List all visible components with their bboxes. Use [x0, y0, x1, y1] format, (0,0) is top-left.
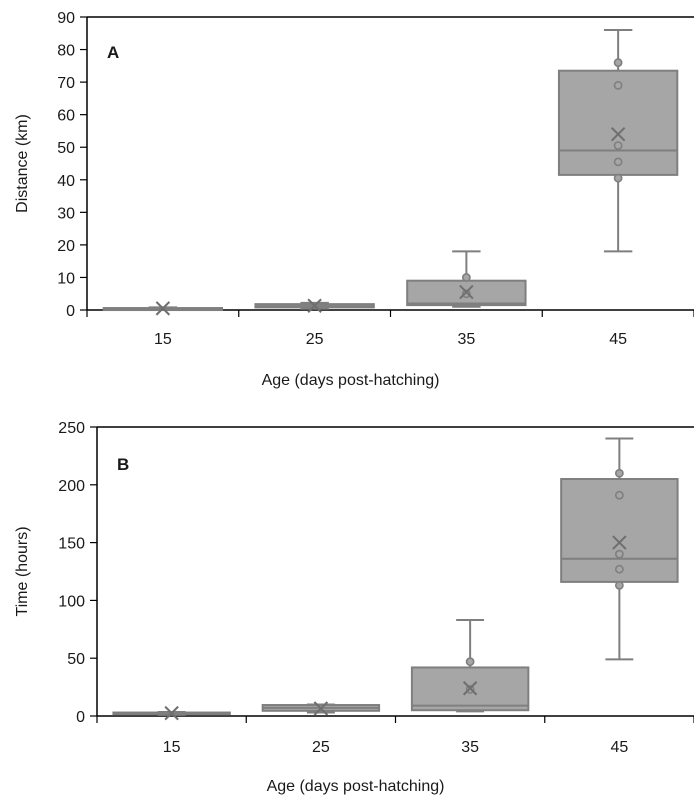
data-point [465, 657, 475, 667]
x-tick-label: 45 [609, 331, 627, 348]
panel-label: B [117, 455, 129, 474]
box-25 [254, 298, 375, 313]
box-35 [410, 619, 530, 713]
y-tick-label: 200 [58, 478, 85, 495]
y-axis-title: Time (hours) [14, 526, 31, 616]
x-axis-title: Age (days post-hatching) [262, 372, 440, 389]
y-tick-label: 250 [58, 420, 85, 437]
data-point [614, 580, 624, 590]
x-tick-label: 35 [457, 331, 475, 348]
mean-marker [313, 701, 329, 716]
y-tick-label: 90 [57, 10, 75, 27]
mean-marker [610, 126, 626, 142]
x-tick-label: 35 [461, 739, 479, 756]
panel-label: A [107, 43, 119, 62]
data-point [613, 157, 623, 167]
data-point [461, 273, 471, 282]
data-point [613, 58, 623, 67]
x-tick-label: 45 [610, 739, 628, 756]
y-tick-label: 80 [57, 43, 75, 60]
y-tick-label: 50 [57, 140, 75, 157]
mean-marker [462, 681, 478, 696]
data-point [613, 80, 623, 90]
box-45 [557, 29, 679, 253]
x-axis-title: Age (days post-hatching) [267, 778, 445, 795]
x-tick-label: 25 [306, 331, 324, 348]
y-tick-label: 0 [66, 303, 75, 320]
data-point [614, 468, 624, 478]
data-point [614, 564, 624, 574]
mean-marker [155, 301, 171, 316]
y-tick-label: 40 [57, 173, 75, 190]
y-tick-label: 20 [57, 238, 75, 255]
y-tick-label: 50 [67, 651, 85, 668]
x-tick-label: 25 [312, 739, 330, 756]
chart-panel-b: 0 50 100 150 200 250 15 25 35 45 Age (days post-ha… [14, 420, 694, 795]
box-25 [261, 701, 381, 716]
y-axis-title: Distance (km) [14, 114, 31, 213]
y-tick-label: 0 [76, 709, 85, 726]
box-45 [560, 437, 679, 661]
data-point [614, 549, 624, 559]
x-tick-label: 15 [154, 331, 172, 348]
chart-panel-a: 0 10 20 30 40 50 60 70 80 90 15 25 35 45 Age (days pos… [14, 10, 694, 389]
box-35 [406, 250, 527, 308]
y-tick-label: 10 [57, 270, 75, 287]
mean-marker [164, 705, 179, 721]
data-point [461, 289, 471, 299]
mean-marker [612, 535, 627, 550]
box-15 [112, 705, 231, 721]
data-point [613, 141, 623, 150]
box-15 [102, 301, 224, 316]
y-tick-label: 30 [57, 205, 75, 222]
y-tick-label: 70 [57, 75, 75, 92]
data-point [614, 490, 624, 500]
y-tick-label: 100 [58, 593, 85, 610]
y-tick-label: 150 [58, 536, 85, 553]
mean-marker [307, 298, 322, 313]
mean-marker [459, 284, 474, 300]
x-tick-label: 15 [163, 739, 181, 756]
y-tick-label: 60 [57, 108, 75, 125]
data-point [613, 173, 623, 183]
